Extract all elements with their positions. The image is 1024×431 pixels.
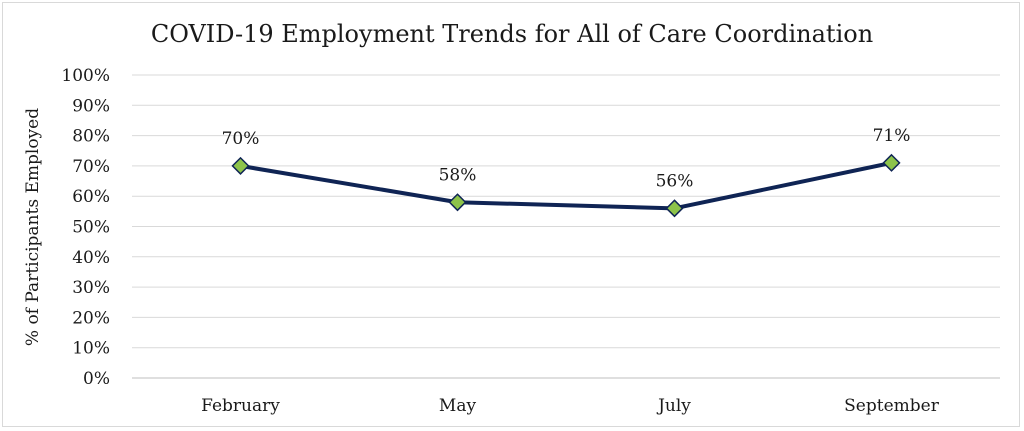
y-tick-label: 100% [61,66,110,86]
y-tick-label: 30% [72,278,110,298]
y-axis-label: % of Participants Employed [23,108,43,346]
data-point-marker [448,193,467,212]
data-point-marker [231,156,250,175]
series-line [240,160,892,211]
x-tick-label: May [439,396,477,416]
y-tick-label: 70% [72,157,110,177]
x-tick-label: July [656,396,691,416]
y-tick-label: 40% [72,248,110,268]
x-tick-label: February [201,396,280,416]
y-tick-label: 20% [72,308,110,328]
data-label: 70% [222,129,260,149]
data-label: 58% [439,165,477,185]
y-tick-label: 60% [72,187,110,207]
y-axis-ticks: 0% 10% 20% 30% 40% 50% 60% 70% 80% 90% 100% [61,66,110,389]
y-tick-label: 10% [72,339,110,359]
data-label: 71% [873,126,911,146]
x-axis-ticks: February May July September [201,396,940,416]
y-tick-label: 80% [72,127,110,147]
data-point-marker [882,153,901,172]
x-tick-label: September [844,396,940,416]
y-tick-label: 0% [83,369,110,389]
y-tick-label: 90% [72,96,110,116]
gridlines [132,74,1000,379]
data-label: 56% [656,171,694,191]
data-point-marker [665,199,684,218]
y-tick-label: 50% [72,218,110,238]
chart-title: COVID-19 Employment Trends for All of Ca… [151,20,873,48]
series-layer: 70% 58% 56% 71% [222,126,911,218]
